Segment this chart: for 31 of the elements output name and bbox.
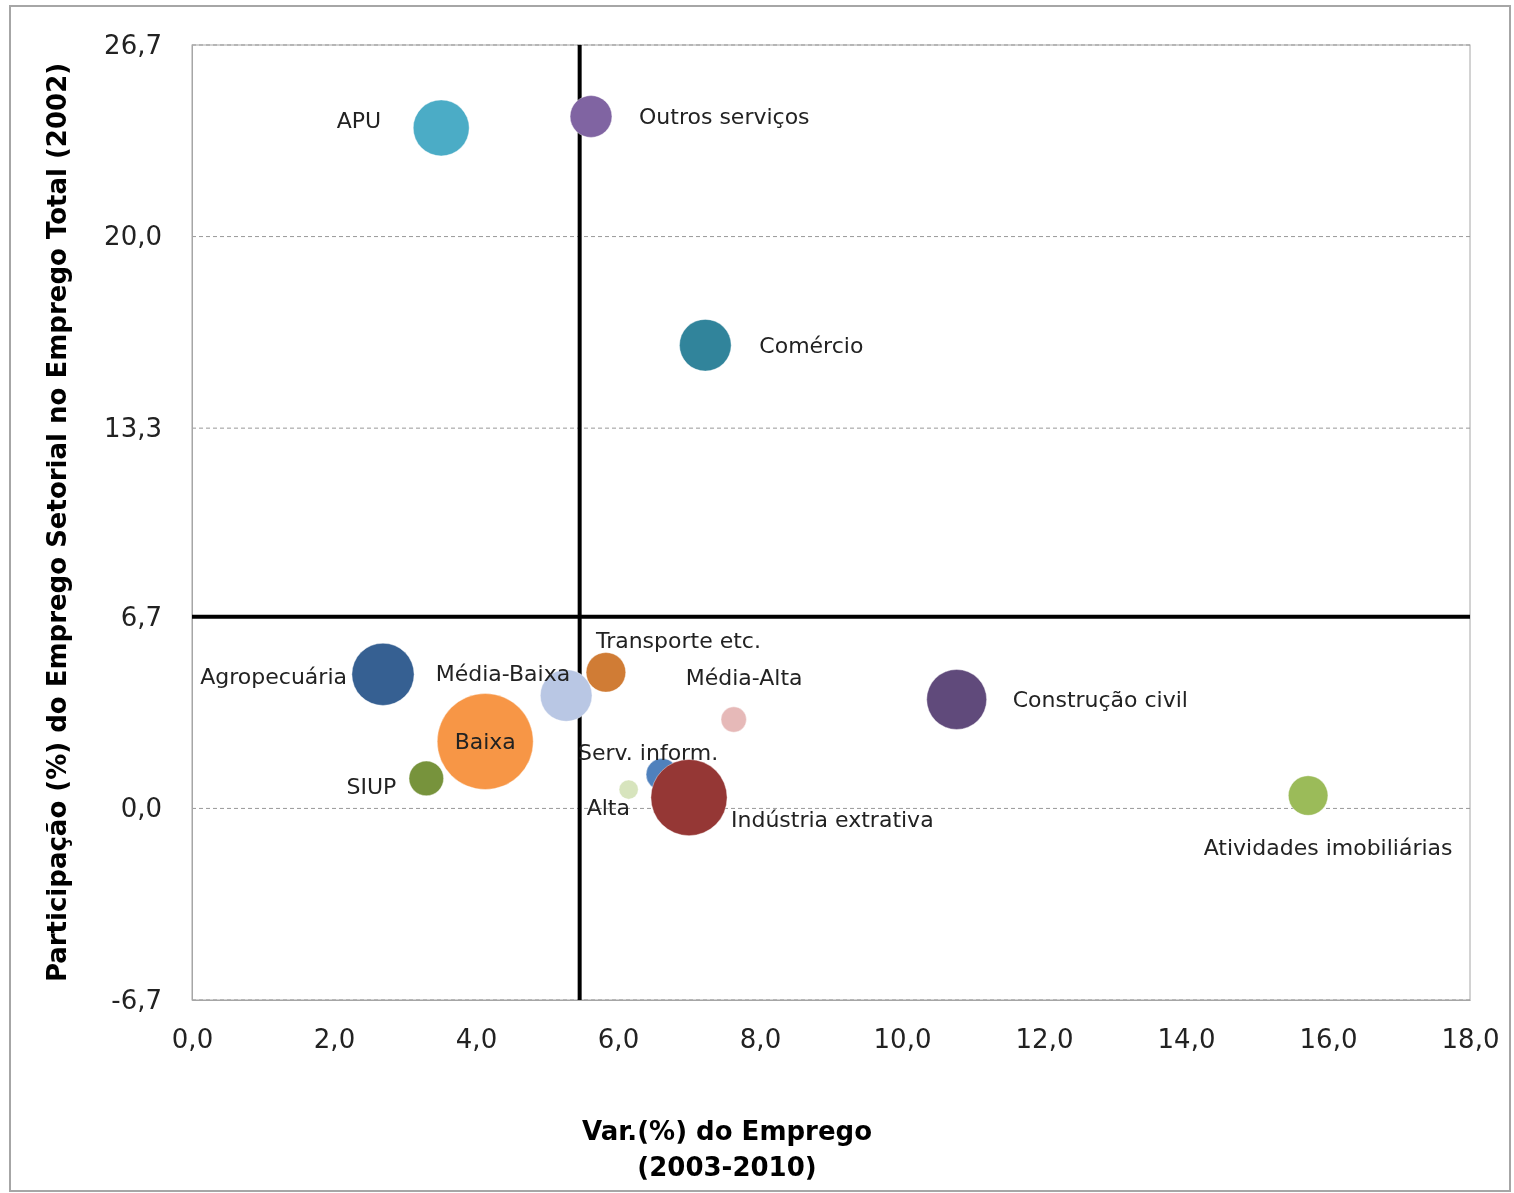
x-tick-label: 0,0 xyxy=(171,1024,214,1055)
y-axis-title: Participação (%) do Emprego Setorial no Emprego Total (2002) xyxy=(42,62,72,983)
series-label: Outros serviços xyxy=(639,104,810,130)
y-tick-label: 0,0 xyxy=(120,793,162,824)
series-label: Baixa xyxy=(454,729,516,755)
series-label: Transporte etc. xyxy=(594,628,761,654)
x-tick-label: 12,0 xyxy=(1015,1024,1074,1055)
series-label: Agropecuária xyxy=(200,664,347,690)
x-tick-label: 16,0 xyxy=(1299,1024,1358,1055)
x-axis-title: Var.(%) do Emprego (2003-2010) xyxy=(581,1116,873,1183)
y-tick-label: 26,7 xyxy=(104,29,162,60)
series-label: Média-Alta xyxy=(685,665,803,691)
y-tick-label: -6,7 xyxy=(111,984,162,1015)
x-tick-label: 4,0 xyxy=(455,1024,498,1055)
series-label: Média-Baixa xyxy=(435,661,571,687)
series-label: Alta xyxy=(586,795,630,821)
x-tick-label: 2,0 xyxy=(313,1024,356,1055)
series-label: Indústria extrativa xyxy=(731,807,934,833)
series-label: APU xyxy=(336,107,382,133)
series-label: Comércio xyxy=(759,332,864,358)
series-label: Construção civil xyxy=(1012,687,1188,713)
x-tick-label: 10,0 xyxy=(873,1024,932,1055)
x-tick-label: 6,0 xyxy=(597,1024,640,1055)
y-tick-label: 13,3 xyxy=(104,412,162,443)
y-tick-label: 20,0 xyxy=(104,221,162,252)
x-tick-label: 8,0 xyxy=(739,1024,782,1055)
series-label: SIUP xyxy=(346,774,397,800)
y-tick-label: 6,7 xyxy=(120,601,162,632)
x-tick-label: 14,0 xyxy=(1157,1024,1216,1055)
series-label: Atividades imobiliárias xyxy=(1203,835,1453,861)
x-tick-label: 18,0 xyxy=(1441,1024,1500,1055)
